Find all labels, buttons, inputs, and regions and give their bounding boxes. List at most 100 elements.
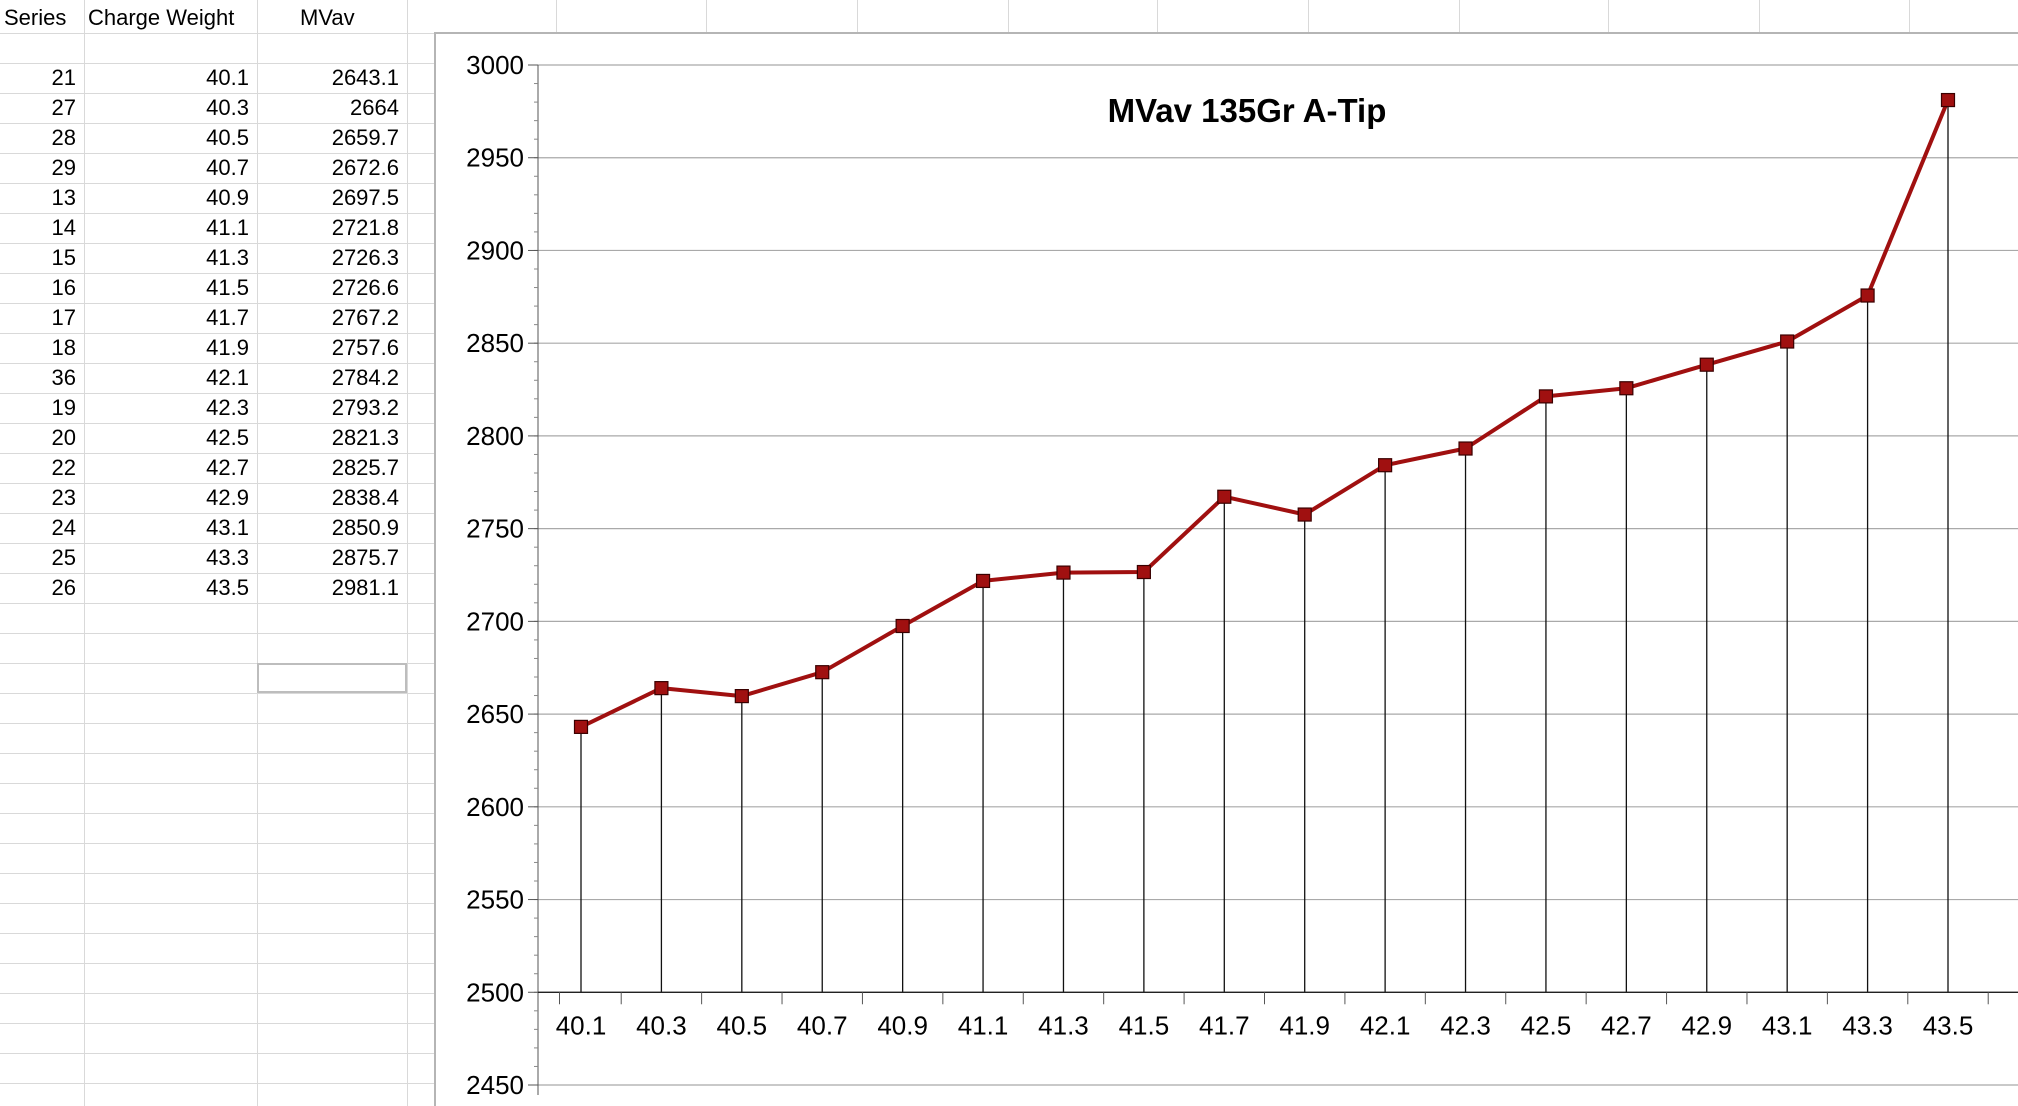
- x-tick-label: 40.5: [717, 1010, 768, 1040]
- gridlines: [538, 64, 2018, 1086]
- data-point: [1458, 441, 1473, 456]
- table-cell[interactable]: 41.9: [206, 335, 249, 360]
- table-cell[interactable]: 41.1: [206, 215, 249, 240]
- y-tick-label: 2900: [466, 235, 524, 265]
- table-cell[interactable]: 41.3: [206, 245, 249, 270]
- data-point: [1297, 507, 1312, 522]
- data-markers: [573, 92, 1956, 734]
- y-tick-label: 2600: [466, 792, 524, 822]
- table-cell[interactable]: 2793.2: [331, 395, 399, 420]
- x-tick-label: 42.9: [1681, 1010, 1732, 1040]
- y-tick-label: 2500: [466, 977, 524, 1007]
- table-cell[interactable]: 36: [51, 365, 76, 390]
- y-tick-label: 2800: [466, 421, 524, 451]
- table-cell[interactable]: 22: [51, 455, 76, 480]
- table-cell[interactable]: 42.3: [206, 395, 249, 420]
- table-cell[interactable]: 41.5: [206, 275, 249, 300]
- table-cell[interactable]: 40.3: [206, 95, 249, 120]
- table-cell[interactable]: 16: [51, 275, 76, 300]
- table-cell[interactable]: 2757.6: [331, 335, 399, 360]
- y-tick-label: 2550: [466, 885, 524, 915]
- table-cell[interactable]: 28: [51, 125, 76, 150]
- table-cell[interactable]: 42.5: [206, 425, 249, 450]
- table-cell[interactable]: 42.9: [206, 485, 249, 510]
- x-tick-label: 41.5: [1119, 1010, 1170, 1040]
- table-cell[interactable]: 2981.1: [331, 575, 399, 600]
- data-point: [975, 573, 991, 589]
- data-point: [1699, 357, 1714, 372]
- table-cell[interactable]: 29: [51, 155, 76, 180]
- table-cell[interactable]: 2838.4: [331, 485, 399, 510]
- x-tick-label: 43.1: [1762, 1010, 1813, 1040]
- data-point: [1056, 565, 1071, 580]
- table-cell[interactable]: 2726.6: [331, 275, 399, 300]
- table-cell[interactable]: 21: [51, 65, 76, 90]
- table-cell[interactable]: 19: [51, 395, 76, 420]
- data-point: [1860, 288, 1875, 303]
- table-cell[interactable]: 26: [51, 575, 76, 600]
- table-cell[interactable]: 2726.3: [331, 245, 399, 270]
- table-cell[interactable]: 40.7: [206, 155, 249, 180]
- table-cell[interactable]: 27: [51, 95, 76, 120]
- table-cell[interactable]: 42.7: [206, 455, 249, 480]
- x-tick-label: 40.1: [556, 1010, 607, 1040]
- table-cell[interactable]: 2821.3: [331, 425, 399, 450]
- table-cell[interactable]: 2825.7: [331, 455, 399, 480]
- table-cell[interactable]: 15: [51, 245, 76, 270]
- column-header[interactable]: Series: [4, 5, 67, 30]
- table-cell[interactable]: 43.3: [206, 545, 249, 570]
- line-chart: 2450 2500 2550 2600 2650 2700 2750 2800 2850 2900…: [466, 50, 2018, 1100]
- table-cell[interactable]: 40.5: [206, 125, 249, 150]
- data-point: [654, 681, 669, 696]
- chart-frame[interactable]: [434, 32, 2018, 1106]
- table-cell[interactable]: 2850.9: [331, 515, 399, 540]
- table-cell[interactable]: 24: [51, 515, 76, 540]
- table-cell[interactable]: 2643.1: [331, 65, 399, 90]
- data-point: [573, 719, 589, 734]
- x-tick-label: 41.9: [1279, 1010, 1330, 1040]
- data-point: [895, 618, 910, 634]
- table-cell[interactable]: 17: [51, 305, 76, 330]
- column-divider: [257, 0, 258, 1106]
- table-cell[interactable]: 40.9: [206, 185, 249, 210]
- chart-title: MVav 135Gr A-Tip: [1108, 92, 1387, 129]
- table-cell[interactable]: 13: [51, 185, 76, 210]
- table-cell[interactable]: 2767.2: [331, 305, 399, 330]
- table-cell[interactable]: 41.7: [206, 305, 249, 330]
- y-tick-label: 2850: [466, 328, 524, 358]
- table-cell[interactable]: 14: [51, 215, 76, 240]
- data-point: [1378, 458, 1393, 473]
- table-cell[interactable]: 2875.7: [331, 545, 399, 570]
- table-cell[interactable]: 43.1: [206, 515, 249, 540]
- column-header[interactable]: Charge Weight: [88, 5, 235, 30]
- data-point: [1217, 489, 1232, 504]
- table-cell[interactable]: 23: [51, 485, 76, 510]
- x-tick-label: 42.3: [1440, 1010, 1491, 1040]
- x-tick-label: 40.7: [797, 1010, 848, 1040]
- selected-cell[interactable]: [257, 663, 407, 693]
- y-axis-ticks: 2450 2500 2550 2600 2650 2700 2750 2800 2850 2900…: [466, 50, 539, 1100]
- table-cell[interactable]: 2721.8: [331, 215, 399, 240]
- table-cell[interactable]: 20: [51, 425, 76, 450]
- drop-lines: [580, 100, 1949, 993]
- table-cell[interactable]: 2659.7: [331, 125, 399, 150]
- y-tick-label: 3000: [466, 50, 524, 80]
- table-cell[interactable]: 2664: [350, 95, 399, 120]
- table-cell[interactable]: 18: [51, 335, 76, 360]
- x-axis-tick-labels: 40.1 40.3 40.5 40.7 40.9 41.1 41.3 41.5 41.7 41.9…: [556, 1010, 1974, 1040]
- y-tick-label: 2450: [466, 1070, 524, 1100]
- table-cell[interactable]: 2697.5: [331, 185, 399, 210]
- x-tick-label: 41.7: [1199, 1010, 1250, 1040]
- series-line-path: [580, 99, 1950, 729]
- table-cell[interactable]: 2672.6: [331, 155, 399, 180]
- column-header[interactable]: MVav: [300, 5, 355, 30]
- series-line: [580, 99, 1950, 729]
- table-cell[interactable]: 2784.2: [331, 365, 399, 390]
- x-tick-label: 42.5: [1521, 1010, 1572, 1040]
- x-tick-label: 40.3: [636, 1010, 687, 1040]
- table-cell[interactable]: 43.5: [206, 575, 249, 600]
- y-tick-label: 2750: [466, 514, 524, 544]
- table-cell[interactable]: 42.1: [206, 365, 249, 390]
- table-cell[interactable]: 25: [51, 545, 76, 570]
- table-cell[interactable]: 40.1: [206, 65, 249, 90]
